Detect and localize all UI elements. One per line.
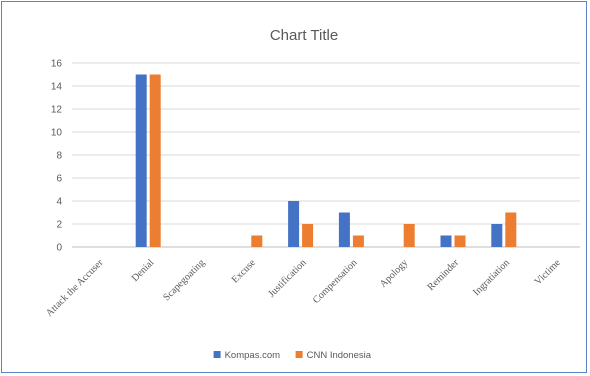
bar-kompas-ingratiation <box>491 224 503 247</box>
bar-cnn-denial <box>149 74 161 247</box>
y-tick-label: 12 <box>51 105 63 116</box>
legend-swatch <box>213 351 221 358</box>
bar-cnn-apology <box>403 224 415 247</box>
bar-kompas-reminder <box>440 235 452 247</box>
y-tick-label: 16 <box>51 59 63 70</box>
bar-cnn-excuse <box>251 235 263 247</box>
x-tick-label: Reminder <box>425 257 461 293</box>
bar-kompas-denial <box>135 74 147 247</box>
bar-cnn-compensation <box>352 235 364 247</box>
x-tick-label: Scapegoating <box>161 257 207 303</box>
bar-kompas-justification <box>288 201 300 247</box>
legend-swatch <box>295 351 303 358</box>
y-tick-label: 2 <box>56 220 62 231</box>
y-tick-label: 6 <box>56 174 62 185</box>
y-tick-label: 0 <box>56 243 62 254</box>
x-tick-label: Compensation <box>311 257 360 306</box>
y-tick-label: 14 <box>51 82 63 93</box>
bar-cnn-ingratiation <box>505 212 517 247</box>
x-tick-label: Victime <box>533 257 564 288</box>
legend-label: Kompas.com <box>225 350 281 361</box>
y-tick-label: 4 <box>56 197 62 208</box>
x-tick-label: Denial <box>130 257 157 284</box>
bar-cnn-reminder <box>454 235 466 247</box>
x-tick-label: Attack the Accuser <box>44 257 106 319</box>
chart-title: Chart Title <box>270 27 338 44</box>
x-tick-label: Ingratiation <box>471 257 512 298</box>
legend-label: CNN Indonesia <box>307 350 372 361</box>
legend: Kompas.com CNN Indonesia <box>213 350 372 361</box>
x-tick-label: Excuse <box>230 257 259 286</box>
y-tick-label: 8 <box>56 151 62 162</box>
x-tick-label: Apology <box>378 257 411 290</box>
bar-cnn-justification <box>302 224 314 247</box>
y-tick-label: 10 <box>51 128 63 139</box>
x-tick-label: Justification <box>266 257 308 299</box>
bar-kompas-compensation <box>338 212 350 247</box>
